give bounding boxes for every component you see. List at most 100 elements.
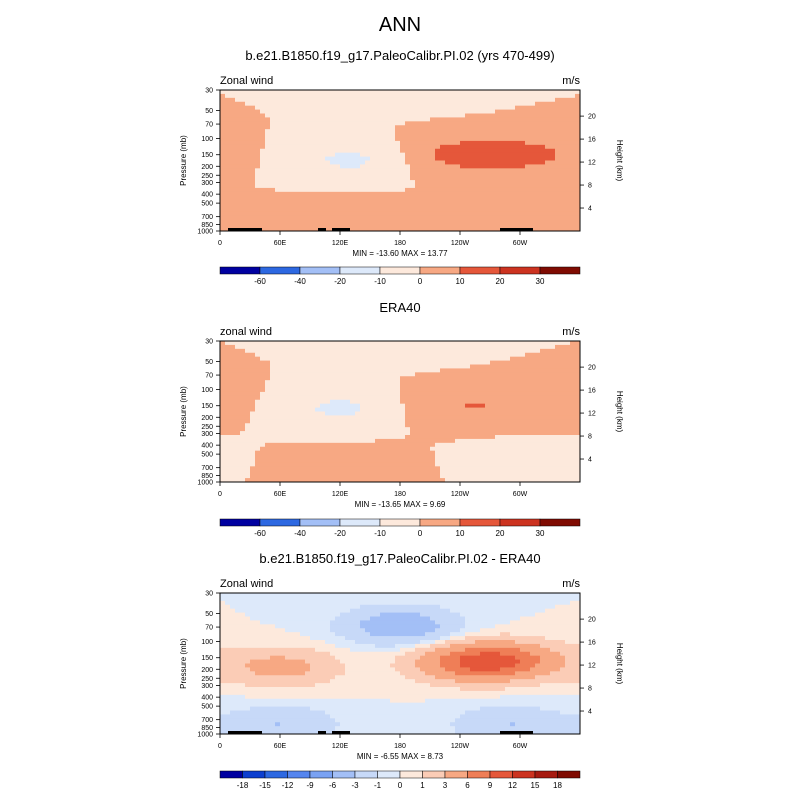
field-cell — [520, 454, 526, 459]
field-cell — [555, 164, 561, 169]
field-cell — [550, 144, 556, 150]
field-cell — [255, 160, 261, 165]
field-cell — [235, 137, 241, 142]
field-cell — [315, 442, 321, 448]
field-cell — [410, 384, 416, 389]
field-cell — [385, 462, 391, 467]
field-cell — [480, 101, 486, 107]
field-cell — [390, 187, 396, 193]
field-cell — [345, 144, 351, 150]
field-cell — [275, 446, 281, 452]
field-cell — [290, 125, 296, 130]
field-cell — [430, 152, 436, 157]
field-cell — [315, 438, 321, 444]
field-cell — [250, 364, 256, 369]
field-cell — [375, 384, 381, 389]
field-cell — [520, 125, 526, 130]
field-cell — [480, 407, 486, 412]
field-cell — [335, 121, 341, 126]
field-cell — [525, 113, 531, 118]
field-cell — [510, 458, 516, 463]
field-cell — [415, 462, 421, 467]
field-cell — [575, 117, 581, 122]
field-cell — [310, 121, 316, 126]
field-cell — [330, 415, 336, 420]
field-cell — [510, 117, 516, 122]
field-cell — [325, 109, 331, 114]
field-cell — [505, 438, 511, 444]
field-cell — [345, 380, 351, 385]
field-cell — [360, 93, 366, 99]
field-cell — [380, 199, 386, 204]
field-cell — [415, 395, 421, 401]
field-cell — [550, 140, 556, 146]
field-cell — [435, 156, 441, 161]
field-cell — [430, 344, 436, 350]
field-cell — [535, 109, 541, 114]
field-cell — [255, 176, 261, 181]
field-cell — [225, 395, 231, 401]
field-cell — [300, 368, 306, 373]
field-cell — [265, 93, 271, 99]
field-cell — [310, 407, 316, 412]
field-cell — [240, 360, 246, 365]
field-cell — [550, 223, 556, 228]
field-cell — [495, 391, 501, 397]
field-cell — [490, 176, 496, 181]
field-cell — [350, 172, 356, 177]
field-cell — [445, 399, 451, 405]
field-cell — [350, 344, 356, 350]
field-cell — [555, 215, 561, 220]
field-cell — [325, 431, 331, 436]
field-cell — [485, 105, 491, 110]
field-cell — [545, 223, 551, 228]
field-cell — [525, 180, 531, 185]
field-cell — [425, 388, 431, 393]
field-cell — [240, 352, 246, 358]
field-cell — [220, 125, 226, 130]
field-cell — [445, 341, 451, 346]
field-cell — [400, 203, 406, 208]
field-cell — [460, 384, 466, 389]
field-cell — [460, 105, 466, 110]
field-cell — [295, 164, 301, 169]
field-cell — [460, 211, 466, 216]
field-cell — [290, 384, 296, 389]
field-cell — [340, 144, 346, 150]
field-cell — [510, 223, 516, 228]
field-cell — [285, 113, 291, 118]
field-cell — [375, 129, 381, 134]
field-cell — [345, 450, 351, 455]
field-cell — [525, 152, 531, 157]
field-cell — [540, 121, 546, 126]
field-cell — [290, 187, 296, 193]
field-cell — [420, 97, 426, 103]
field-cell — [225, 450, 231, 455]
field-cell — [465, 90, 471, 95]
field-cell — [485, 191, 491, 197]
field-cell — [465, 454, 471, 459]
field-cell — [440, 407, 446, 412]
field-cell — [260, 415, 266, 420]
field-cell — [480, 156, 486, 161]
x-tick-label: 120E — [332, 240, 349, 247]
field-cell — [450, 109, 456, 114]
field-cell — [560, 109, 566, 114]
field-cell — [295, 172, 301, 177]
field-cell — [365, 125, 371, 130]
field-cell — [510, 388, 516, 393]
field-cell — [485, 423, 491, 428]
field-cell — [475, 341, 481, 346]
field-cell — [400, 411, 406, 416]
field-cell — [255, 450, 261, 455]
field-cell — [250, 474, 256, 479]
field-cell — [390, 199, 396, 204]
field-cell — [335, 191, 341, 197]
field-cell — [425, 423, 431, 428]
field-cell — [385, 446, 391, 452]
field-cell — [430, 144, 436, 150]
field-cell — [395, 388, 401, 393]
field-cell — [240, 395, 246, 401]
field-cell — [240, 144, 246, 150]
field-cell — [485, 133, 491, 138]
